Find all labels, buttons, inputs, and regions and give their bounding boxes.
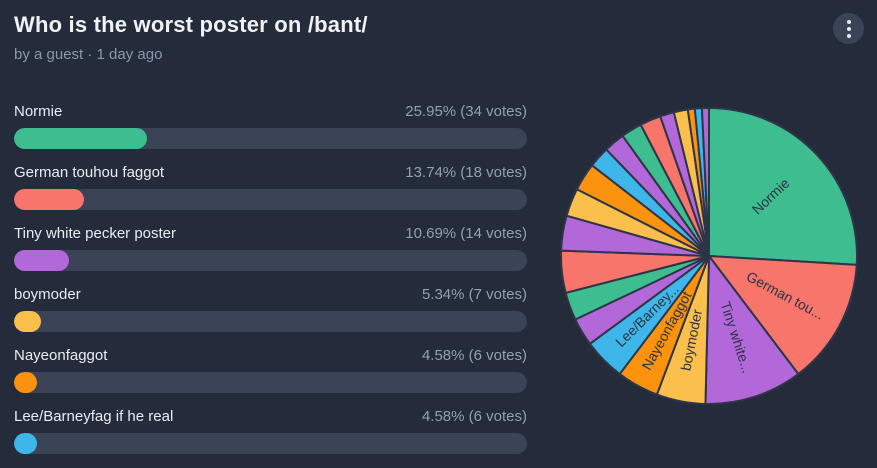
pie-slice xyxy=(704,255,800,405)
option-label: Normie xyxy=(14,103,63,120)
page-title: Who is the worst poster on /bant/ xyxy=(14,12,368,37)
option-progress-fill xyxy=(14,189,85,210)
option-percent-votes: 25.95% (34 votes) xyxy=(405,103,527,120)
option-progress-fill xyxy=(14,128,148,149)
option-head: Nayeonfaggot 4.58% (6 votes) xyxy=(14,347,527,365)
poll-option-row: German touhou faggot 13.74% (18 votes) xyxy=(14,164,527,210)
poll-option-row: boymoder 5.34% (7 votes) xyxy=(14,286,527,332)
pie-slice xyxy=(708,255,858,376)
option-head: boymoder 5.34% (7 votes) xyxy=(14,286,527,304)
kebab-menu-icon xyxy=(846,26,851,31)
option-percent-votes: 10.69% (14 votes) xyxy=(405,225,527,242)
poll-byline: by a guest · 1 day ago xyxy=(14,46,163,63)
option-head: Tiny white pecker poster 10.69% (14 vote… xyxy=(14,225,527,243)
option-progress-track xyxy=(14,189,527,210)
option-label: Lee/Barneyfag if he real xyxy=(14,408,174,425)
kebab-menu-icon xyxy=(846,33,851,38)
option-progress-track xyxy=(14,311,527,332)
option-progress-fill xyxy=(14,250,69,271)
option-percent-votes: 4.58% (6 votes) xyxy=(421,408,527,425)
poll-option-row: Nayeonfaggot 4.58% (6 votes) xyxy=(14,347,527,393)
pie-chart-container: Normie German tou... Tiny white... boymoder… xyxy=(544,91,874,421)
option-progress-track xyxy=(14,372,527,393)
option-head: German touhou faggot 13.74% (18 votes) xyxy=(14,164,527,182)
option-percent-votes: 13.74% (18 votes) xyxy=(405,164,527,181)
poll-header: Who is the worst poster on /bant/ by a g… xyxy=(14,12,817,63)
option-percent-votes: 5.34% (7 votes) xyxy=(421,286,527,303)
poll-option-row: Tiny white pecker poster 10.69% (14 vote… xyxy=(14,225,527,271)
pie-slice xyxy=(708,107,858,266)
poll-option-row: Lee/Barneyfag if he real 4.58% (6 votes) xyxy=(14,408,527,454)
kebab-menu-button[interactable] xyxy=(833,13,864,44)
option-label: Tiny white pecker poster xyxy=(14,225,177,242)
option-progress-track xyxy=(14,433,527,454)
option-label: German touhou faggot xyxy=(14,164,165,181)
option-progress-fill xyxy=(14,311,42,332)
option-head: Lee/Barneyfag if he real 4.58% (6 votes) xyxy=(14,408,527,426)
option-progress-fill xyxy=(14,433,38,454)
option-progress-track xyxy=(14,128,527,149)
poll-options-list: Normie 25.95% (34 votes) German touhou f… xyxy=(14,103,527,468)
option-label: Nayeonfaggot xyxy=(14,347,108,364)
option-head: Normie 25.95% (34 votes) xyxy=(14,103,527,121)
option-progress-track xyxy=(14,250,527,271)
option-percent-votes: 4.58% (6 votes) xyxy=(421,347,527,364)
poll-option-row: Normie 25.95% (34 votes) xyxy=(14,103,527,149)
option-progress-fill xyxy=(14,372,38,393)
option-label: boymoder xyxy=(14,286,81,303)
pie-slice xyxy=(700,106,710,257)
kebab-menu-icon xyxy=(846,19,851,24)
